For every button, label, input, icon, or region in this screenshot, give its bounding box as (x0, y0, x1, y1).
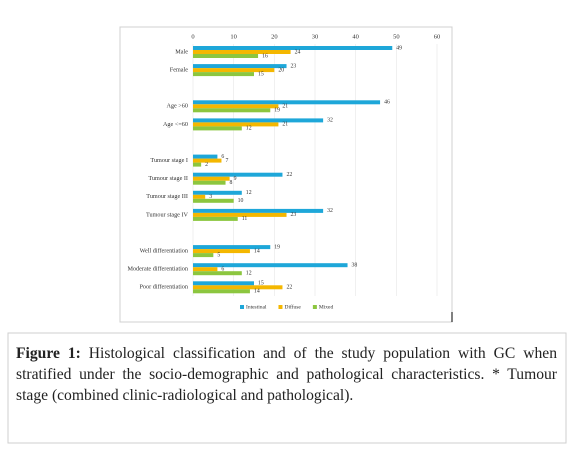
bar (193, 249, 250, 254)
y-tick-label: Female (170, 67, 188, 74)
legend-swatch (312, 305, 317, 309)
bar (193, 158, 222, 163)
value-label: 22 (286, 172, 292, 178)
value-label: 7 (225, 158, 228, 164)
value-label: 12 (246, 190, 252, 196)
legend-swatch (278, 305, 283, 309)
bar (193, 54, 259, 58)
x-tick-label: 50 (393, 33, 400, 40)
value-label: 19 (274, 244, 280, 250)
bar (193, 68, 275, 73)
bar (193, 64, 287, 69)
caption-frame (7, 332, 567, 444)
y-tick-label: Male (175, 48, 188, 55)
y-tick-label: Tumour stage I (150, 157, 188, 164)
x-tick-label: 20 (271, 33, 278, 40)
caption: Figure 1: Histological classification an… (16, 343, 557, 406)
bar (193, 190, 242, 195)
bar (193, 194, 206, 199)
value-label: 32 (327, 208, 333, 214)
bar (193, 176, 230, 181)
y-tick-label: Poor differentiation (139, 284, 188, 291)
value-label: 6 (221, 154, 224, 160)
y-tick-label: Age <=60 (163, 121, 188, 128)
y-tick-label: Tumour stage II (148, 175, 188, 182)
bar (193, 271, 242, 276)
bar (193, 46, 393, 50)
bar (193, 172, 283, 177)
value-label: 3 (209, 194, 212, 200)
y-tick-label: Moderate differentiation (127, 266, 188, 273)
value-label: 12 (246, 126, 252, 132)
bar (193, 118, 324, 123)
bar (193, 198, 234, 203)
x-tick-label: 30 (312, 33, 319, 40)
value-label: 24 (295, 49, 301, 55)
bar (193, 281, 254, 286)
bar (193, 154, 218, 159)
bar (193, 122, 279, 127)
bar (193, 72, 254, 77)
bar (193, 263, 348, 268)
bar (193, 104, 279, 109)
bar (193, 267, 218, 272)
bar (193, 100, 381, 105)
value-label: 15 (258, 281, 264, 287)
value-label: 23 (291, 212, 297, 218)
legend-label: Mixed (319, 304, 334, 310)
caption-label: Figure 1: (16, 345, 81, 362)
bar (193, 253, 214, 258)
bar (193, 50, 291, 54)
x-tick-label: 60 (434, 33, 441, 40)
bar (193, 289, 250, 294)
value-label: 6 (221, 267, 224, 273)
value-label: 14 (254, 289, 260, 295)
value-label: 2 (205, 162, 208, 168)
value-label: 38 (352, 263, 358, 269)
bar (193, 216, 238, 221)
bar (193, 245, 271, 250)
legend-swatch (240, 305, 244, 309)
value-label: 16 (262, 53, 268, 59)
value-label: 46 (384, 100, 390, 106)
bar (193, 285, 283, 290)
value-label: 49 (396, 45, 402, 51)
value-label: 15 (258, 71, 264, 77)
value-label: 8 (230, 180, 233, 186)
y-tick-label: Tumour stage III (146, 193, 188, 200)
y-tick-label: Well differentiation (140, 248, 188, 255)
bar (193, 108, 271, 113)
y-tick-label: Age >60 (166, 103, 188, 110)
value-label: 21 (282, 122, 288, 128)
value-label: 5 (217, 252, 220, 258)
x-tick-label: 0 (191, 33, 194, 40)
value-label: 20 (278, 67, 284, 73)
bar (193, 208, 324, 213)
legend-label: Intestinal (246, 304, 267, 310)
bar (193, 212, 287, 217)
value-label: 11 (242, 216, 248, 222)
value-label: 9 (234, 176, 237, 182)
bar (193, 162, 202, 167)
y-tick-label: Tumour stage IV (146, 211, 189, 218)
value-label: 22 (286, 285, 292, 291)
value-label: 12 (246, 271, 252, 277)
value-label: 32 (327, 118, 333, 124)
legend-label: Diffuse (284, 303, 301, 310)
bar (193, 180, 226, 185)
value-label: 10 (238, 198, 244, 204)
value-label: 14 (254, 248, 260, 254)
x-tick-label: 40 (352, 33, 359, 40)
value-label: 23 (291, 63, 297, 69)
caption-text: Histological classification and of the s… (16, 345, 557, 404)
bar (193, 126, 242, 131)
value-label: 19 (274, 108, 280, 114)
chart-frame (119, 26, 453, 323)
value-label: 21 (282, 104, 288, 110)
x-tick-label: 10 (230, 33, 237, 40)
